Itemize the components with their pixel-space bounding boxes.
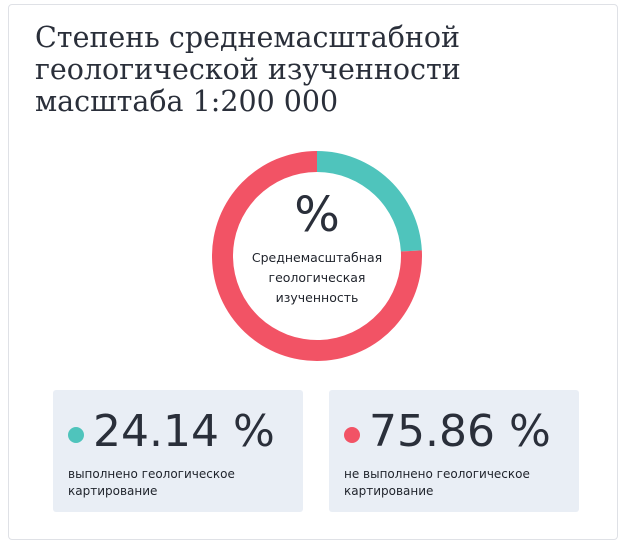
stat-value-done: 24.14 %: [93, 406, 275, 457]
donut-chart: % Среднемасштабная геологическая изученн…: [212, 151, 422, 361]
stat-card-not-done: 75.86 % не выполнено геологическое карти…: [329, 390, 579, 512]
stat-value-not-done: 75.86 %: [369, 406, 551, 457]
center-label: Среднемасштабная геологическая изученнос…: [251, 250, 383, 305]
stat-card-done: 24.14 % выполнено геологическое картиров…: [53, 390, 303, 512]
donut-svg: [212, 151, 422, 361]
stat-desc-not-done: не выполнено геологическое картирование: [344, 467, 530, 498]
donut-slice-done: [317, 151, 422, 252]
chart-title: Степень среднемасштабной геологической и…: [35, 21, 461, 118]
legend-dot-done: [68, 427, 84, 443]
legend-dot-not-done: [344, 427, 360, 443]
stat-desc-done: выполнено геологическое картирование: [68, 467, 235, 498]
center-percent-symbol: %: [294, 187, 340, 243]
